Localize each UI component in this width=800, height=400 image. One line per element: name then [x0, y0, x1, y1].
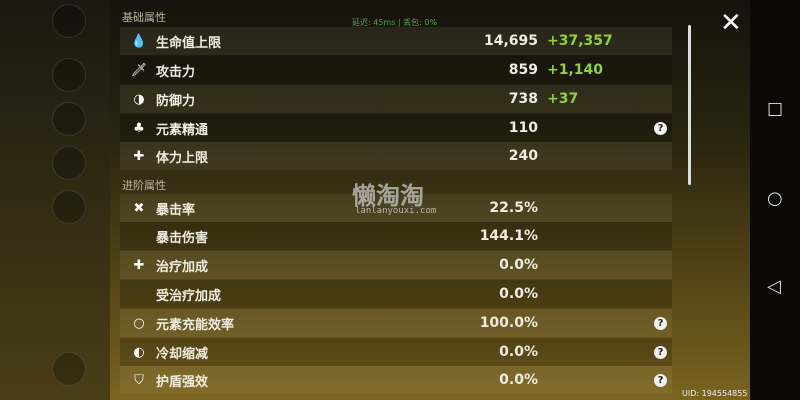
help-icon[interactable]: ?	[654, 121, 667, 135]
watermark-url: lanlanyouxi.com	[355, 206, 437, 216]
stat-row: ✚ 体力上限 240	[120, 142, 672, 170]
stat-row: 受治疗加成 0.0%	[120, 280, 672, 308]
network-status: 延迟: 45ms | 丢包: 0%	[352, 18, 438, 27]
character-sidebar	[0, 0, 110, 400]
stat-value: 14,695	[483, 33, 538, 49]
stat-value: 22.5%	[489, 200, 538, 216]
stat-bonus: +37	[547, 91, 579, 107]
stat-label: 冷却缩减	[156, 346, 209, 362]
elemental-mastery-icon: ♣	[133, 120, 145, 136]
stat-row: ◐ 冷却缩减 0.0%?	[120, 338, 672, 366]
stat-row: ◑ 防御力 738 +37	[120, 85, 672, 113]
home-icon[interactable]: ○	[767, 188, 783, 209]
stat-label: 防御力	[156, 93, 196, 109]
stat-value: 0.0%	[499, 257, 538, 273]
back-icon[interactable]: ◁	[767, 276, 781, 297]
stat-value: 859	[508, 62, 538, 78]
stat-value: 738	[508, 91, 538, 107]
stat-label: 受治疗加成	[156, 288, 222, 304]
scrollbar[interactable]	[688, 25, 691, 185]
stat-label: 暴击率	[156, 202, 196, 218]
stat-value: 0.0%	[499, 286, 538, 302]
stat-label: 治疗加成	[156, 259, 209, 275]
sword-icon: 🗡	[130, 62, 148, 78]
character-slot[interactable]	[52, 146, 86, 180]
character-slot[interactable]	[52, 58, 86, 92]
stat-label: 攻击力	[156, 64, 196, 80]
stat-row: 💧 生命值上限 14,695 +37,357	[120, 27, 672, 55]
shield-strength-icon: ⛉	[134, 372, 144, 388]
uid-label: UID: 194554855	[682, 389, 748, 398]
stat-value: 0.0%	[499, 372, 538, 388]
stamina-icon: ✚	[133, 148, 145, 164]
help-icon[interactable]: ?	[654, 316, 667, 330]
stat-value: 110	[508, 120, 538, 136]
help-icon[interactable]: ?	[654, 373, 667, 387]
stat-label: 元素充能效率	[156, 317, 235, 333]
stat-value: 240	[508, 148, 538, 164]
shield-icon: ◑	[133, 91, 145, 107]
character-slot[interactable]	[52, 352, 86, 386]
recents-icon[interactable]: ☐	[767, 100, 784, 121]
stat-row: 暴击伤害 144.1%	[120, 222, 672, 250]
crit-icon: ✖	[133, 200, 145, 216]
stat-label: 护盾强效	[156, 374, 209, 390]
stat-label: 暴击伤害	[156, 230, 209, 246]
stat-row: ○ 元素充能效率 100.0%?	[120, 309, 672, 337]
character-slot[interactable]	[52, 4, 86, 38]
android-nav-bar: ☐ ○ ◁	[750, 0, 800, 400]
stat-row: ✖ 暴击率 22.5%	[120, 194, 672, 222]
stat-label: 生命值上限	[156, 35, 222, 51]
ping-text: 延迟: 45ms	[352, 18, 396, 27]
energy-recharge-icon: ○	[133, 315, 145, 331]
drop-icon: 💧	[130, 33, 148, 49]
stat-label: 体力上限	[156, 150, 209, 166]
section-title: 进阶属性	[122, 179, 166, 192]
stat-bonus: +1,140	[547, 62, 604, 78]
watermark-logo: 懒淘淘	[352, 182, 424, 210]
section-title: 基础属性	[122, 11, 166, 24]
stat-bonus: +37,357	[547, 33, 613, 49]
healing-icon: ✚	[133, 257, 145, 273]
packet-loss-text: 丢包: 0%	[403, 18, 438, 27]
cooldown-icon: ◐	[133, 344, 145, 360]
close-icon[interactable]: ✕	[720, 8, 742, 38]
stat-label: 元素精通	[156, 122, 209, 138]
stat-value: 0.0%	[499, 344, 538, 360]
help-icon[interactable]: ?	[654, 345, 667, 359]
stat-row: ✚ 治疗加成 0.0%	[120, 251, 672, 279]
character-slot[interactable]	[52, 190, 86, 224]
stat-row: ⛉ 护盾强效 0.0%?	[120, 366, 672, 394]
stat-value: 100.0%	[479, 315, 538, 331]
character-slot[interactable]	[52, 102, 86, 136]
stat-row: 🗡 攻击力 859 +1,140	[120, 56, 672, 84]
stat-value: 144.1%	[479, 228, 538, 244]
stat-row: ♣ 元素精通 110?	[120, 114, 672, 142]
